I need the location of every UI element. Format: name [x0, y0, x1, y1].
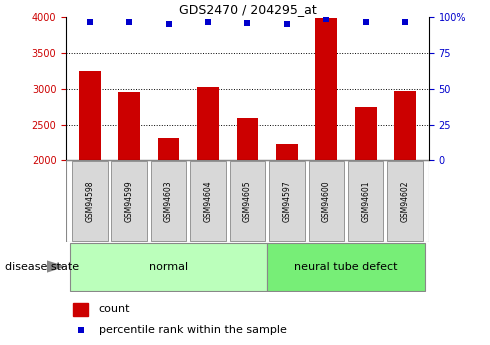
Bar	[79, 71, 100, 160]
Bar	[276, 144, 298, 160]
Text: disease state: disease state	[5, 262, 79, 272]
Bar	[197, 87, 219, 160]
Bar	[355, 107, 376, 160]
Title: GDS2470 / 204295_at: GDS2470 / 204295_at	[178, 3, 317, 16]
FancyBboxPatch shape	[72, 161, 107, 241]
Text: neural tube defect: neural tube defect	[294, 262, 398, 272]
Point	[77, 328, 85, 333]
Point	[362, 19, 369, 24]
Text: GSM94605: GSM94605	[243, 180, 252, 222]
Text: percentile rank within the sample: percentile rank within the sample	[99, 325, 287, 335]
FancyBboxPatch shape	[151, 161, 186, 241]
Point	[204, 19, 212, 24]
Point	[283, 22, 291, 27]
Bar	[158, 138, 179, 160]
Bar	[237, 118, 258, 160]
Text: GSM94601: GSM94601	[361, 180, 370, 222]
Bar	[316, 18, 337, 160]
FancyBboxPatch shape	[112, 161, 147, 241]
Point	[165, 22, 172, 27]
Bar	[394, 91, 416, 160]
Polygon shape	[47, 261, 64, 272]
FancyBboxPatch shape	[190, 161, 226, 241]
Point	[322, 16, 330, 21]
Text: count: count	[99, 304, 130, 314]
FancyBboxPatch shape	[70, 243, 267, 290]
Text: normal: normal	[149, 262, 188, 272]
Text: GSM94598: GSM94598	[85, 180, 94, 222]
FancyBboxPatch shape	[309, 161, 344, 241]
Text: GSM94600: GSM94600	[322, 180, 331, 222]
Point	[244, 20, 251, 26]
Point	[401, 19, 409, 24]
Text: GSM94602: GSM94602	[401, 180, 410, 222]
Bar	[119, 92, 140, 160]
FancyBboxPatch shape	[348, 161, 384, 241]
FancyBboxPatch shape	[388, 161, 423, 241]
FancyBboxPatch shape	[269, 161, 305, 241]
Bar	[74, 303, 88, 316]
Point	[86, 19, 94, 24]
FancyBboxPatch shape	[267, 243, 425, 290]
FancyBboxPatch shape	[230, 161, 265, 241]
Text: GSM94603: GSM94603	[164, 180, 173, 222]
Point	[125, 19, 133, 24]
Text: GSM94597: GSM94597	[282, 180, 292, 222]
Text: GSM94604: GSM94604	[203, 180, 213, 222]
Text: GSM94599: GSM94599	[125, 180, 134, 222]
